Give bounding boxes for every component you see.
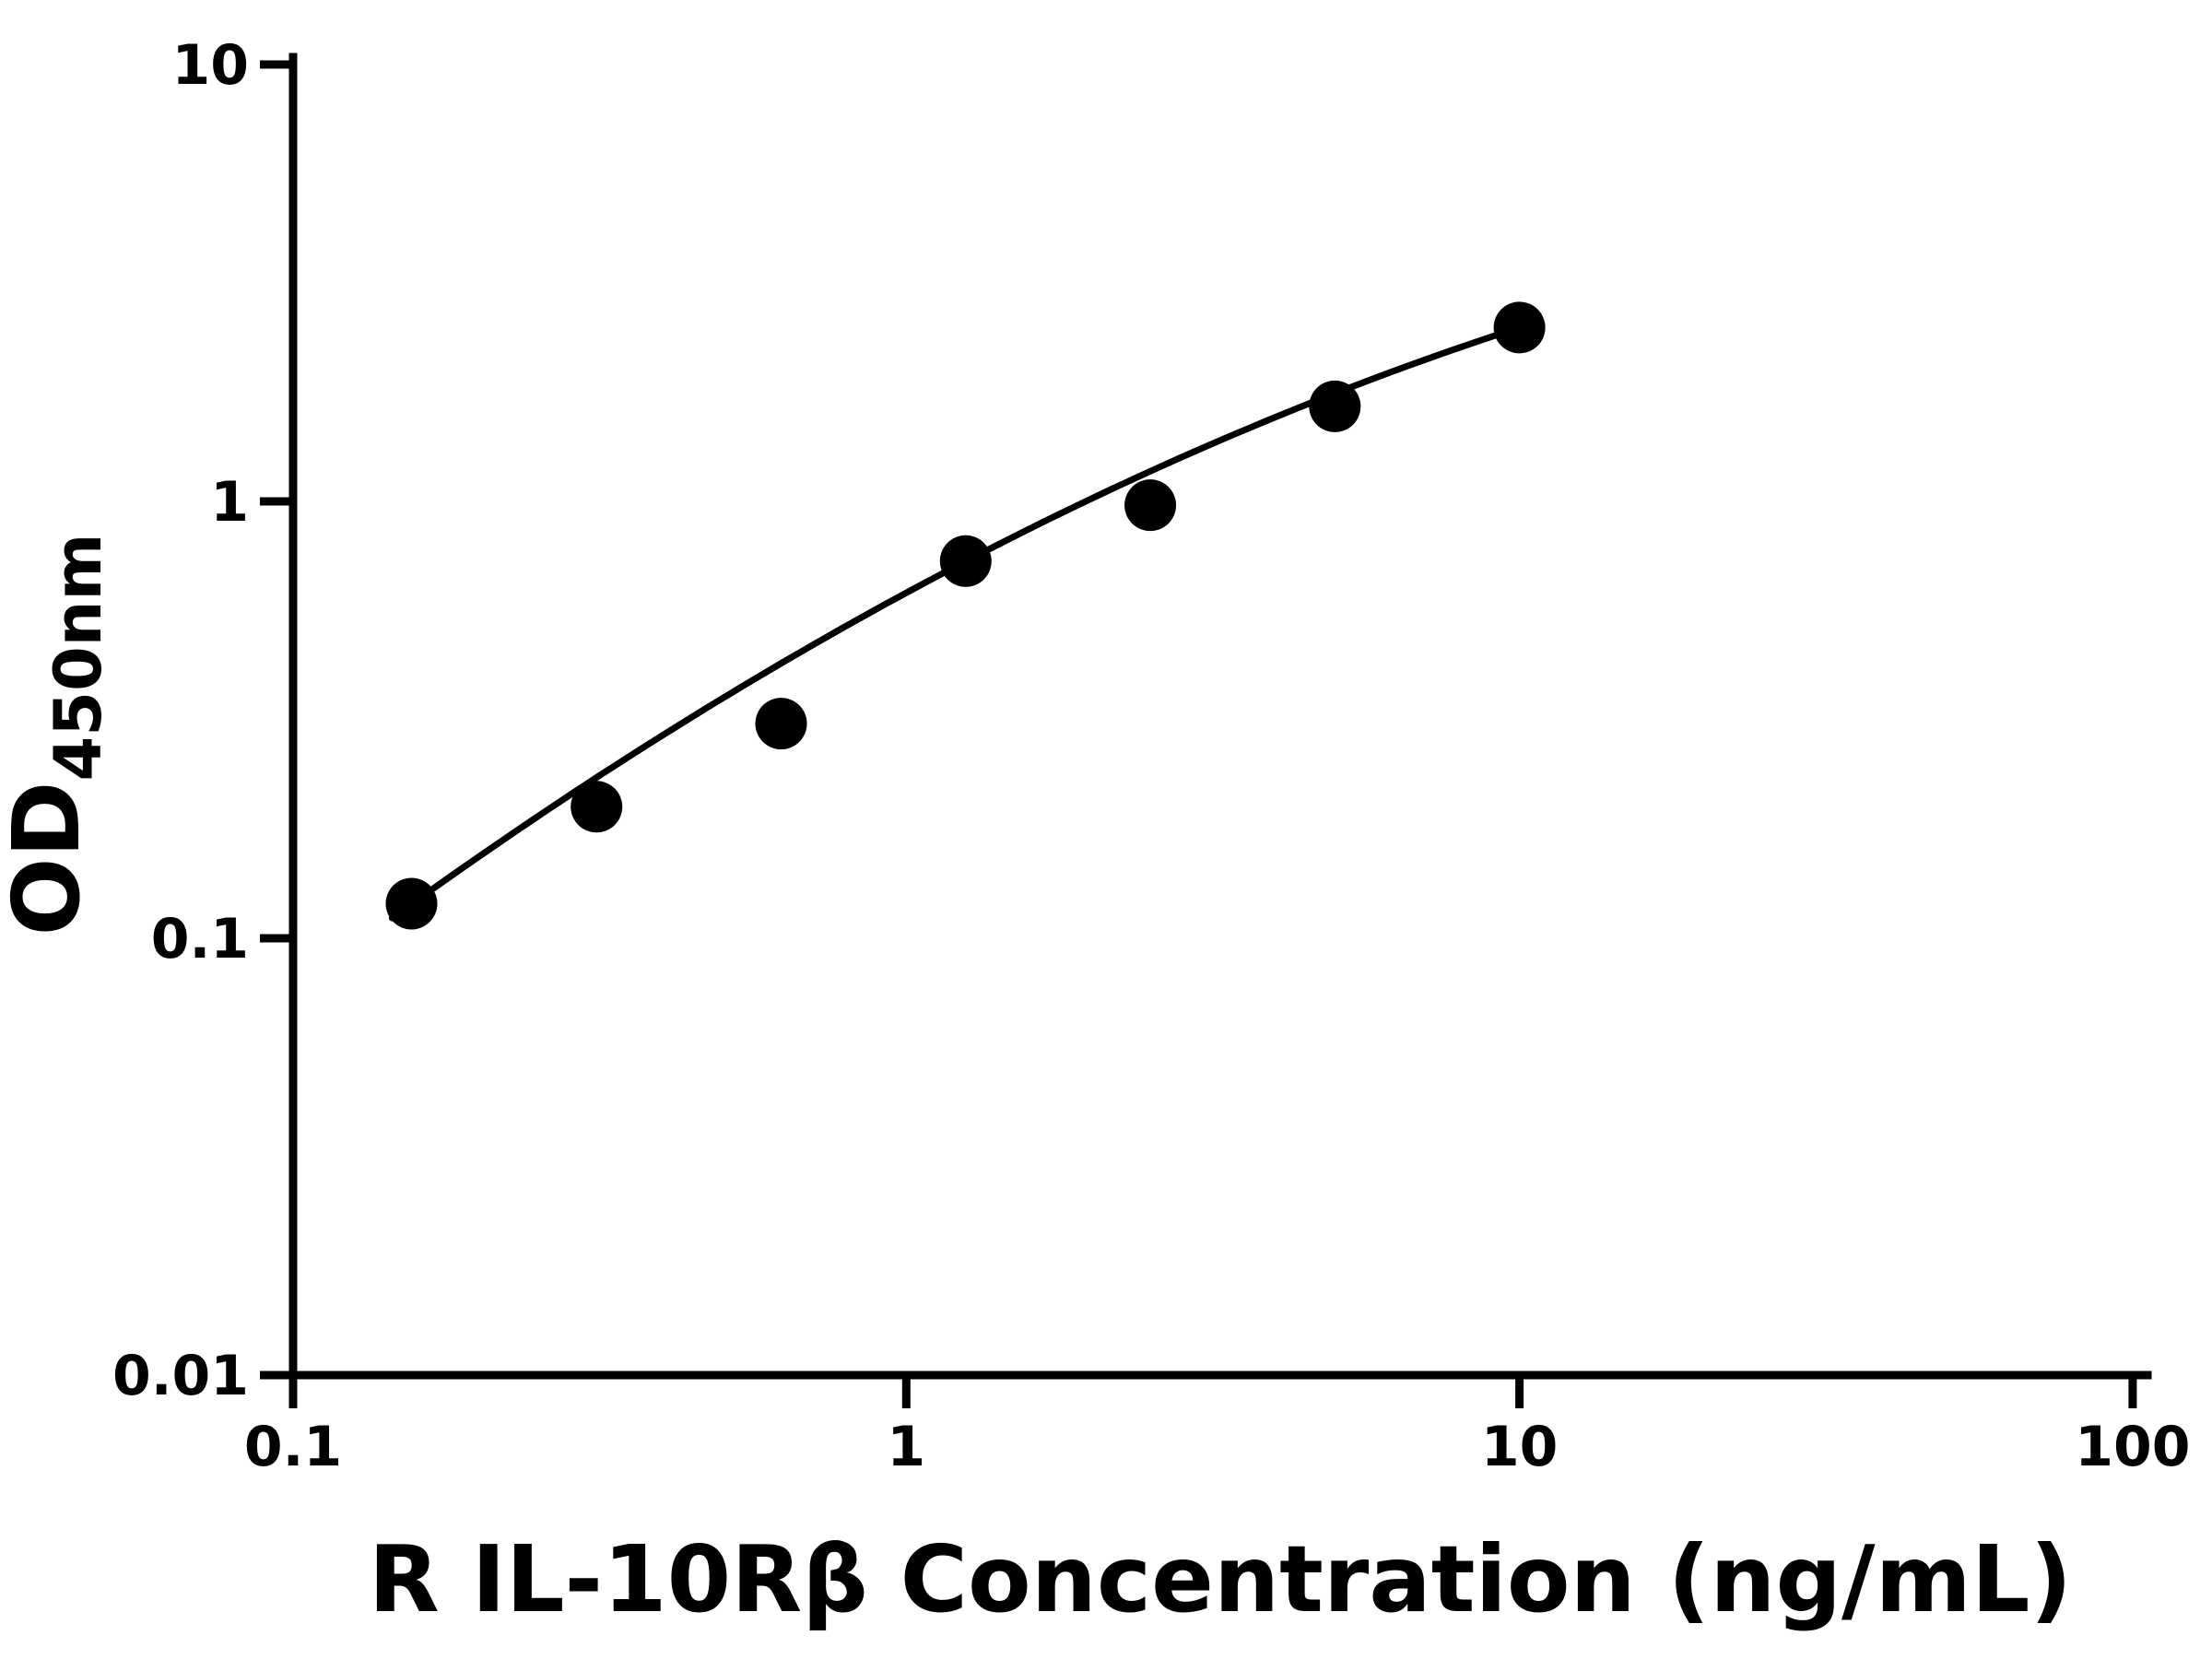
data-point <box>755 698 807 750</box>
data-point <box>571 781 623 833</box>
data-point <box>1493 301 1546 354</box>
x-tick-label: 0.1 <box>244 1415 342 1479</box>
tick-layer <box>260 60 2137 1408</box>
data-point <box>385 877 438 930</box>
y-axis-title-main: OD <box>0 781 100 935</box>
axis-lines <box>288 53 2152 1380</box>
x-tick-label: 100 <box>2075 1415 2190 1479</box>
tick-label-layer: 0.1 1 10 100 0.01 0.1 1 10 <box>112 33 2191 1479</box>
y-axis-title: OD450nm <box>0 534 116 936</box>
y-tick-label: 0.01 <box>112 1344 249 1408</box>
x-tick-label: 1 <box>887 1415 925 1479</box>
x-tick-label: 10 <box>1481 1415 1559 1479</box>
data-point-layer <box>385 301 1546 930</box>
y-axis-title-subscript: 450nm <box>41 534 116 782</box>
y-tick-label: 1 <box>210 470 249 535</box>
data-point <box>939 535 992 587</box>
y-tick-label: 0.1 <box>151 907 249 971</box>
data-point <box>1309 380 1361 432</box>
data-point <box>1124 479 1177 532</box>
axes-layer <box>288 53 2152 1380</box>
y-tick-label: 10 <box>172 33 250 98</box>
x-axis-title: R IL-10Rβ Concentration (ng/mL) <box>369 1525 2072 1633</box>
